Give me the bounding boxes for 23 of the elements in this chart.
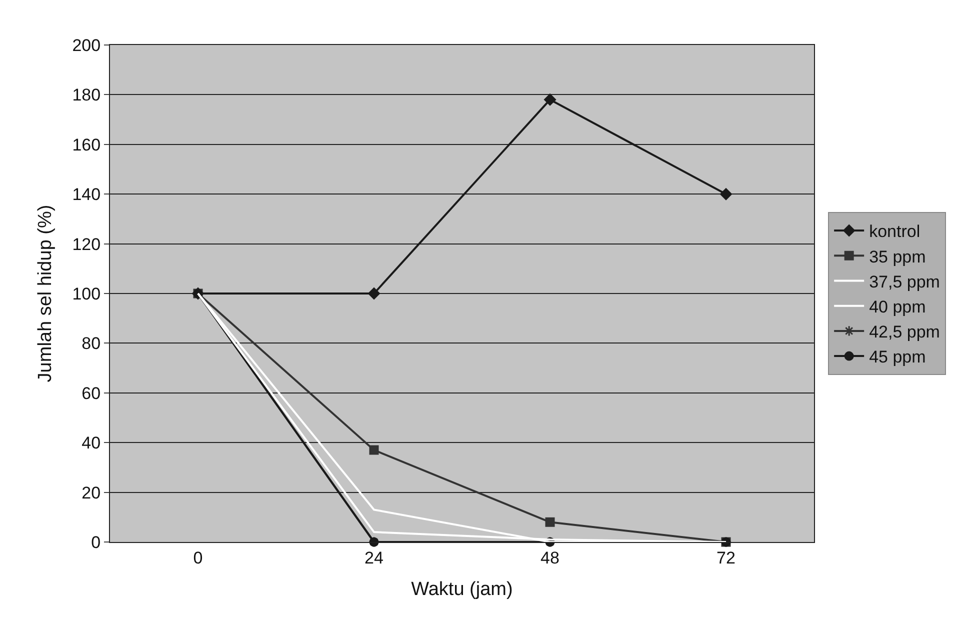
- x-axis-title: Waktu (jam): [411, 579, 513, 600]
- y-tick-label: 200: [72, 36, 101, 55]
- legend-label: kontrol: [869, 222, 920, 242]
- y-tick-label: 60: [82, 384, 101, 403]
- y-tick-label: 20: [82, 483, 101, 502]
- x-tick-label: 48: [540, 548, 560, 568]
- y-tick-label: 160: [72, 135, 101, 154]
- legend-label: 35 ppm: [869, 247, 926, 266]
- y-tick-label: 100: [72, 284, 101, 304]
- legend-label: 45 ppm: [869, 348, 926, 367]
- y-tick-label: 80: [82, 334, 101, 354]
- y-tick-label: 140: [72, 185, 101, 204]
- legend-label: 37,5 ppm: [869, 272, 940, 292]
- x-tick-label: 0: [193, 548, 203, 568]
- legend-label: 40 ppm: [869, 297, 926, 316]
- y-tick-label: 40: [82, 434, 101, 453]
- y-tick-label: 120: [72, 234, 101, 254]
- y-axis-title: Jumlah sel hidup (%): [35, 204, 56, 382]
- legend-label: 42,5 ppm: [869, 322, 940, 342]
- y-tick-label: 180: [72, 86, 101, 105]
- y-tick-label: 0: [91, 532, 101, 552]
- x-tick-label: 24: [364, 548, 384, 568]
- x-tick-label: 72: [716, 548, 736, 568]
